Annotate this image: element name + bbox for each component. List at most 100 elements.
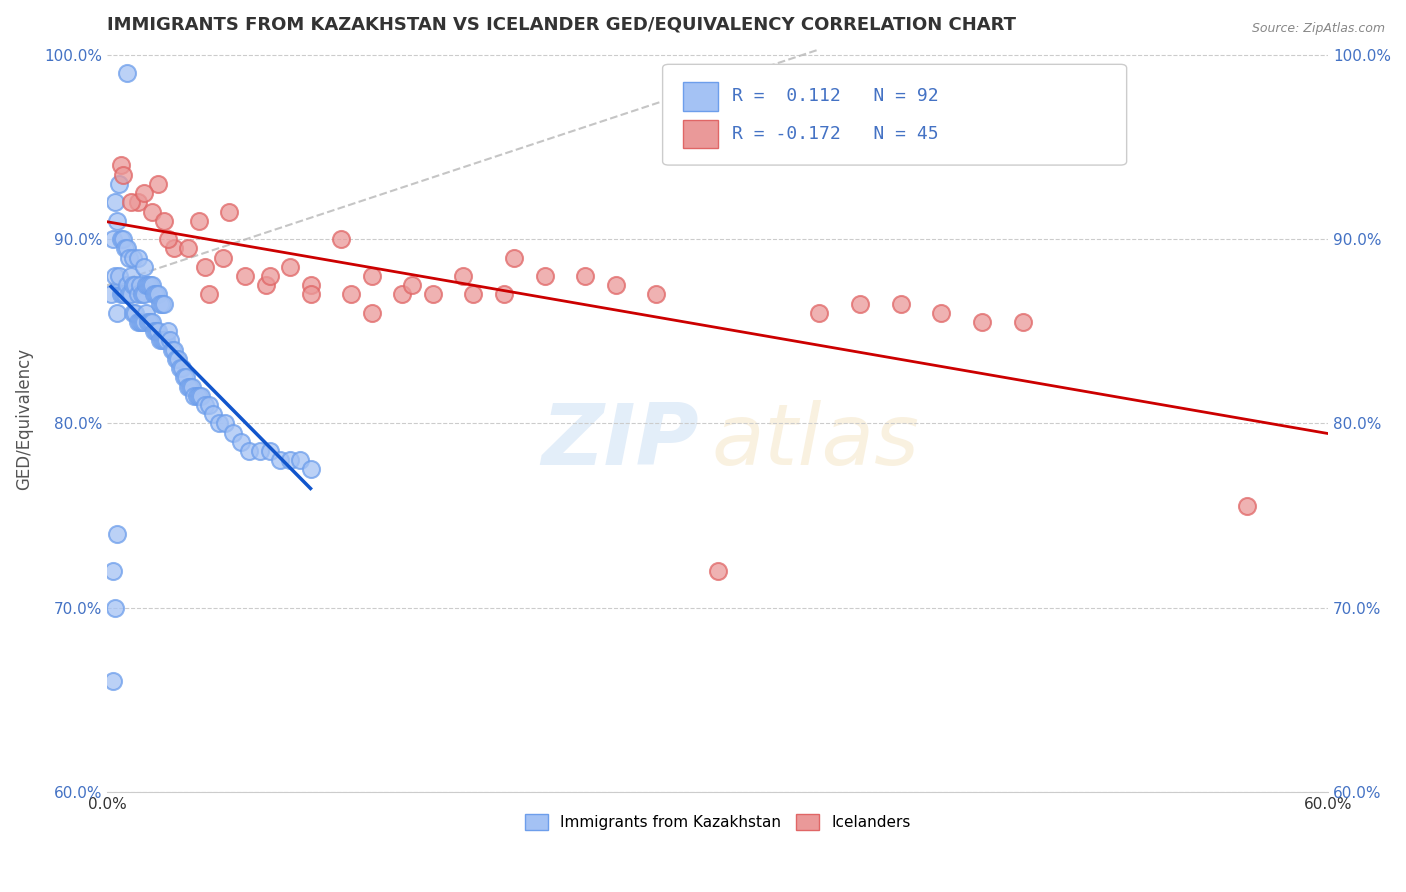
Point xyxy=(179,379,201,393)
Point xyxy=(201,407,224,421)
Point xyxy=(931,306,953,320)
Point xyxy=(135,278,157,293)
Point xyxy=(149,296,172,310)
Point xyxy=(183,389,205,403)
Point xyxy=(132,260,155,274)
FancyBboxPatch shape xyxy=(662,64,1126,165)
Point xyxy=(141,315,163,329)
Y-axis label: GED/Equivalency: GED/Equivalency xyxy=(15,348,32,490)
Text: ZIP: ZIP xyxy=(541,400,699,483)
Point xyxy=(299,287,322,301)
Point xyxy=(100,287,122,301)
Point xyxy=(278,260,301,274)
Point xyxy=(605,278,627,293)
Point xyxy=(128,315,150,329)
Point xyxy=(290,453,312,467)
Point xyxy=(187,213,209,227)
Point xyxy=(218,204,240,219)
Point xyxy=(197,287,219,301)
Point xyxy=(127,195,149,210)
Point xyxy=(150,334,173,348)
Text: R =  0.112   N = 92: R = 0.112 N = 92 xyxy=(733,87,939,105)
Point xyxy=(142,324,165,338)
Point xyxy=(127,251,149,265)
Point xyxy=(1011,315,1033,329)
Point xyxy=(153,296,176,310)
FancyBboxPatch shape xyxy=(683,120,717,148)
Point xyxy=(122,278,145,293)
Point xyxy=(127,287,149,301)
Point xyxy=(146,177,169,191)
Point xyxy=(142,287,165,301)
Point xyxy=(259,268,281,283)
Point xyxy=(190,389,212,403)
Point xyxy=(118,287,141,301)
Point xyxy=(360,306,382,320)
Point xyxy=(165,351,187,366)
Point xyxy=(128,278,150,293)
Text: atlas: atlas xyxy=(711,400,920,483)
Point xyxy=(120,268,142,283)
Point xyxy=(159,334,181,348)
Point xyxy=(149,334,172,348)
Point xyxy=(451,268,474,283)
Point xyxy=(259,444,281,458)
Point xyxy=(186,389,208,403)
Point xyxy=(131,287,153,301)
Point xyxy=(391,287,413,301)
Point xyxy=(104,600,127,615)
Point xyxy=(212,251,235,265)
Point xyxy=(187,389,209,403)
Point xyxy=(808,306,831,320)
Point xyxy=(112,232,135,246)
Point xyxy=(138,278,160,293)
Point xyxy=(101,564,124,578)
Point xyxy=(972,315,994,329)
Point xyxy=(127,315,149,329)
Legend: Immigrants from Kazakhstan, Icelanders: Immigrants from Kazakhstan, Icelanders xyxy=(519,808,917,837)
Point xyxy=(146,324,169,338)
Point xyxy=(645,287,668,301)
Point xyxy=(181,379,204,393)
Point xyxy=(120,287,142,301)
Point xyxy=(110,158,132,172)
Point xyxy=(238,444,260,458)
Text: R = -0.172   N = 45: R = -0.172 N = 45 xyxy=(733,125,939,143)
Point xyxy=(131,315,153,329)
Point xyxy=(150,296,173,310)
Point xyxy=(145,287,167,301)
Point xyxy=(422,287,444,301)
Point xyxy=(492,287,515,301)
Point xyxy=(110,287,132,301)
Point xyxy=(176,370,198,384)
Point xyxy=(112,168,135,182)
Point xyxy=(340,287,363,301)
Point xyxy=(299,462,322,476)
Point xyxy=(299,278,322,293)
Point xyxy=(163,241,186,255)
Point xyxy=(110,232,132,246)
Point xyxy=(167,351,190,366)
Point xyxy=(153,334,176,348)
Text: IMMIGRANTS FROM KAZAKHSTAN VS ICELANDER GED/EQUIVALENCY CORRELATION CHART: IMMIGRANTS FROM KAZAKHSTAN VS ICELANDER … xyxy=(107,15,1017,33)
Point xyxy=(141,278,163,293)
Point xyxy=(177,379,200,393)
Point xyxy=(194,260,217,274)
Point xyxy=(112,287,135,301)
Point xyxy=(574,268,596,283)
Point xyxy=(132,287,155,301)
Point xyxy=(222,425,245,440)
Point xyxy=(155,334,177,348)
Point xyxy=(105,527,128,541)
Point xyxy=(138,315,160,329)
Point xyxy=(146,287,169,301)
Point xyxy=(254,278,277,293)
Point xyxy=(117,66,139,80)
Point xyxy=(136,278,159,293)
FancyBboxPatch shape xyxy=(683,82,717,111)
Point xyxy=(890,296,912,310)
Point xyxy=(101,232,124,246)
Point xyxy=(533,268,555,283)
Point xyxy=(124,278,146,293)
Point xyxy=(194,398,217,412)
